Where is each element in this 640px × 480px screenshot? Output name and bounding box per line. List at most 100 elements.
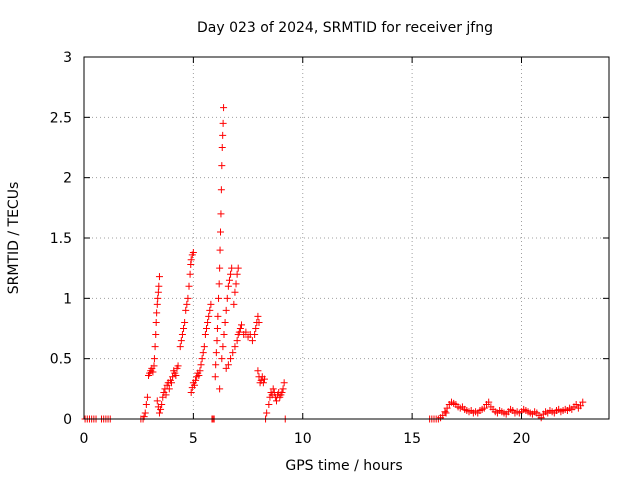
x-tick-label: 0 [80, 431, 89, 447]
data-point [165, 385, 173, 393]
data-point [220, 331, 228, 339]
x-tick-label: 15 [403, 431, 421, 447]
data-point [206, 306, 214, 314]
data-point [155, 273, 163, 281]
data-point [213, 325, 221, 332]
data-point [223, 294, 231, 302]
x-tick-label: 10 [294, 431, 312, 447]
data-point [225, 276, 233, 284]
ticks-layer: 0 5 10 15 20 0 0.5 1 1.5 2 2.5 3 [50, 50, 609, 447]
data-point [219, 119, 227, 127]
chart-title: Day 023 of 2024, SRMTID for receiver jfn… [197, 20, 493, 36]
data-point [155, 409, 163, 417]
data-point [248, 337, 256, 345]
data-point [228, 264, 236, 272]
data-point [143, 393, 151, 401]
data-point [198, 355, 206, 363]
data-point [233, 270, 241, 278]
data-point [251, 331, 259, 339]
data-point [441, 408, 449, 416]
x-tick-label: 20 [513, 431, 531, 447]
data-point [172, 372, 180, 380]
data-point [157, 405, 165, 413]
data-point [153, 397, 161, 405]
data-point [158, 401, 166, 409]
data-point [183, 300, 191, 308]
data-point [150, 362, 158, 370]
data-point [254, 367, 262, 375]
data-point [199, 349, 207, 357]
data-point [204, 318, 212, 326]
data-point [217, 210, 225, 218]
data-point [218, 355, 226, 363]
y-tick-label: 3 [63, 50, 72, 66]
data-point [231, 288, 239, 296]
data-point [213, 337, 221, 345]
data-point [186, 270, 194, 278]
data-point [217, 228, 224, 236]
data-point [217, 186, 225, 194]
data-point [220, 104, 228, 112]
data-point [168, 379, 175, 387]
data-point [269, 385, 277, 393]
data-point [218, 144, 226, 151]
data-point [238, 321, 245, 329]
data-point [216, 264, 224, 272]
data-point [181, 318, 189, 326]
data-point [579, 398, 587, 406]
data-point [155, 282, 163, 290]
data-point [222, 306, 230, 314]
data-point [227, 355, 235, 363]
data-point [252, 325, 260, 332]
y-axis-label: SRMTID / TECUs [6, 182, 22, 295]
data-point [480, 404, 488, 412]
data-point [224, 361, 232, 369]
data-point [232, 280, 240, 288]
data-point [207, 300, 215, 308]
data-point [572, 401, 580, 409]
data-point [254, 312, 262, 320]
data-point [265, 401, 273, 409]
data-point [216, 385, 224, 393]
data-point [227, 270, 235, 278]
data-point [178, 331, 186, 339]
data-point [211, 373, 219, 381]
data-point [218, 162, 226, 170]
data-point [185, 282, 193, 290]
data-point [151, 343, 159, 351]
data-point [231, 343, 239, 351]
data-point [141, 409, 149, 417]
data-point [187, 256, 195, 264]
data-point [195, 372, 203, 380]
data-point [201, 331, 209, 339]
data-point [197, 361, 205, 369]
data-point [150, 355, 158, 363]
data-point [182, 306, 190, 314]
data-point [280, 379, 288, 387]
data-point [174, 362, 182, 370]
data-point [184, 294, 192, 302]
data-point [537, 414, 545, 422]
data-point [219, 131, 227, 139]
data-point [234, 264, 242, 272]
data-point [235, 328, 243, 336]
data-point [215, 280, 223, 288]
data-point [176, 343, 184, 351]
y-tick-label: 2.5 [50, 110, 72, 126]
data-point [169, 373, 177, 381]
y-tick-label: 0 [63, 412, 72, 428]
data-point [212, 361, 220, 369]
y-tick-label: 2 [63, 171, 72, 187]
data-point [443, 404, 451, 412]
data-point [263, 409, 271, 417]
x-axis-label: GPS time / hours [285, 458, 402, 474]
data-point [153, 309, 161, 317]
data-point [214, 312, 222, 320]
data-point [180, 325, 188, 332]
data-point [260, 375, 268, 383]
data-point [154, 288, 162, 296]
data-point [224, 282, 232, 290]
data-point [259, 379, 267, 387]
y-tick-label: 0.5 [50, 352, 72, 368]
